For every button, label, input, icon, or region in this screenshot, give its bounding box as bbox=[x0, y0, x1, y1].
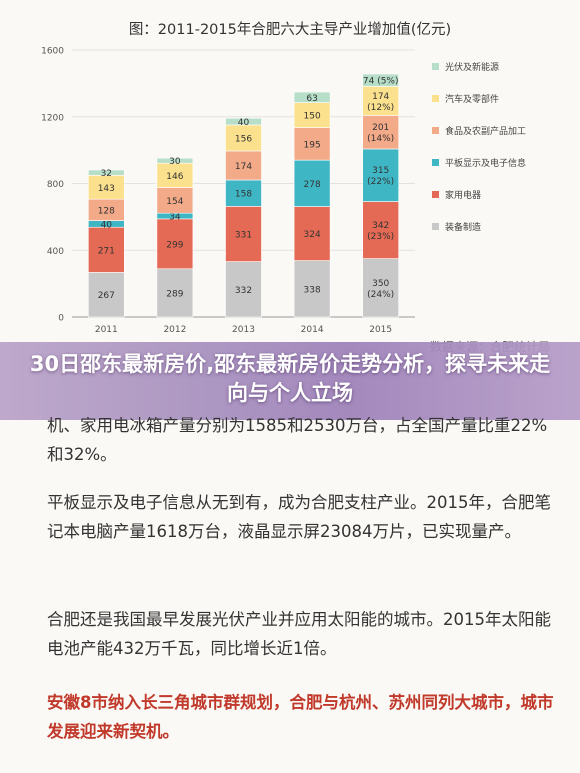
bar-segment bbox=[88, 169, 125, 176]
bar-segment bbox=[293, 260, 331, 318]
data-label: 32 bbox=[101, 169, 112, 179]
data-label: (22%) bbox=[367, 177, 394, 187]
data-label: (14%) bbox=[367, 134, 394, 144]
bar-segment bbox=[362, 73, 400, 87]
data-label: 289 bbox=[166, 289, 183, 299]
data-label: (12%) bbox=[367, 103, 394, 113]
bar-segment bbox=[156, 187, 194, 214]
stacked-bar-chart: 图：2011-2015年合肥六大主导产业增加值(亿元) 0 400 800 1200 16… bbox=[41, 21, 550, 354]
data-label: 201 bbox=[372, 123, 389, 133]
data-label: 154 bbox=[166, 197, 183, 207]
bar-segment bbox=[293, 102, 331, 128]
bar-segment bbox=[225, 124, 262, 152]
bar-segment bbox=[88, 272, 125, 318]
bar-segment bbox=[362, 148, 400, 202]
article-paragraph-1: 机、家用电冰箱产量分别为1585和2530万台，占全国产量比重22%和32%。 bbox=[47, 411, 557, 469]
data-label: 174 bbox=[372, 92, 389, 102]
bar-segment bbox=[293, 91, 331, 103]
x-tick-label: 2014 bbox=[301, 325, 324, 335]
data-label: 324 bbox=[304, 230, 321, 240]
data-label: 267 bbox=[98, 291, 115, 301]
bar-segment bbox=[225, 117, 262, 126]
legend-swatch bbox=[432, 223, 439, 230]
bar-segment bbox=[293, 159, 331, 207]
data-label: 158 bbox=[235, 190, 252, 200]
bar-segment bbox=[225, 261, 262, 318]
data-label: 40 bbox=[238, 118, 250, 128]
bar-segment bbox=[225, 206, 262, 262]
bar-segment bbox=[362, 86, 400, 116]
bar-segment bbox=[362, 258, 400, 318]
paragraph-text: 合肥还是我国最早发展光伏产业并应用太阳能的城市。2015年太阳能电池产能432万… bbox=[47, 610, 551, 658]
y-tick-label: 400 bbox=[47, 247, 64, 257]
title-banner bbox=[0, 342, 580, 420]
data-label: (23%) bbox=[367, 232, 394, 242]
legend-label: 光伏及新能源 bbox=[445, 61, 499, 73]
legend-label: 平板显示及电子信息 bbox=[445, 157, 526, 169]
x-tick-label: 2013 bbox=[232, 325, 255, 335]
banner-title[interactable]: 30日邵东最新房价,邵东最新房价走势分析，探寻未来走向与个人立场 bbox=[29, 352, 551, 405]
legend-label: 食品及农副产品加工 bbox=[445, 125, 526, 137]
data-label: 143 bbox=[98, 184, 115, 194]
bar-segment bbox=[362, 201, 400, 259]
data-label: 174 bbox=[235, 162, 252, 172]
data-label: 315 bbox=[372, 166, 389, 176]
bar-segment bbox=[225, 179, 262, 207]
data-label: 156 bbox=[235, 134, 252, 144]
data-label: 331 bbox=[235, 230, 252, 240]
data-label: 128 bbox=[98, 206, 115, 216]
legend-swatch bbox=[432, 95, 439, 102]
data-label: 350 bbox=[372, 279, 389, 289]
data-label: 278 bbox=[304, 180, 321, 190]
chart: 图：2011-2015年合肥六大主导产业增加值(亿元) 0 400 800 1200 16… bbox=[0, 0, 580, 360]
y-tick-label: 800 bbox=[47, 180, 64, 190]
data-label: 299 bbox=[166, 240, 183, 250]
bar-segment bbox=[293, 127, 331, 161]
data-label: 30 bbox=[169, 157, 181, 167]
legend-swatch bbox=[432, 191, 439, 198]
bar-segment bbox=[293, 206, 331, 261]
legend-swatch bbox=[432, 127, 439, 134]
legend-swatch bbox=[432, 63, 439, 70]
data-label: 40 bbox=[101, 220, 113, 230]
paragraph-text: 平板显示及电子信息从无到有，成为合肥支柱产业。2015年，合肥笔记本电脑产量16… bbox=[47, 493, 551, 541]
article-paragraph-3: 合肥还是我国最早发展光伏产业并应用太阳能的城市。2015年太阳能电池产能432万… bbox=[47, 605, 557, 663]
legend-label: 汽车及零部件 bbox=[445, 93, 499, 105]
x-tick-label: 2011 bbox=[95, 325, 118, 335]
data-label: 34 bbox=[169, 213, 181, 223]
y-tick-label: 1600 bbox=[41, 47, 64, 57]
bar-segment bbox=[156, 218, 194, 270]
legend-swatch bbox=[432, 159, 439, 166]
bar-segment bbox=[225, 150, 262, 181]
legend-label: 装备制造 bbox=[445, 221, 481, 233]
bar-segment bbox=[156, 162, 194, 188]
paragraph-text: 机、家用电冰箱产量分别为1585和2530万台，占全国产量比重22%和32%。 bbox=[47, 416, 548, 464]
data-label: 271 bbox=[98, 246, 115, 256]
y-tick-label: 0 bbox=[58, 314, 64, 324]
data-label: 338 bbox=[304, 285, 321, 295]
article-paragraph-2: 平板显示及电子信息从无到有，成为合肥支柱产业。2015年，合肥笔记本电脑产量16… bbox=[47, 488, 557, 546]
paragraph-text: 安徽8市纳入长三角城市群规划，合肥与杭州、苏州同列大城市，城市发展迎来新契机。 bbox=[47, 693, 554, 741]
legend-label: 家用电器 bbox=[445, 189, 481, 201]
chart-title: 图：2011-2015年合肥六大主导产业增加值(亿元) bbox=[129, 21, 451, 38]
y-tick-label: 1200 bbox=[41, 113, 64, 123]
bar-segment bbox=[362, 115, 400, 150]
data-label: 195 bbox=[304, 140, 321, 150]
data-label: (24%) bbox=[367, 290, 394, 300]
article-paragraph-4: 安徽8市纳入长三角城市群规划，合肥与杭州、苏州同列大城市，城市发展迎来新契机。 bbox=[47, 688, 557, 746]
x-tick-label: 2012 bbox=[163, 325, 186, 335]
bar-segment bbox=[156, 268, 194, 318]
data-label: 146 bbox=[166, 172, 183, 182]
data-label: 342 bbox=[372, 221, 389, 231]
data-label: 332 bbox=[235, 286, 252, 296]
data-label: 63 bbox=[306, 94, 317, 104]
bar-segment bbox=[156, 157, 194, 164]
bar-segment bbox=[88, 226, 125, 273]
data-label: 150 bbox=[304, 112, 321, 122]
data-label: 74 (5%) bbox=[363, 77, 399, 87]
x-tick-label: 2015 bbox=[369, 325, 392, 335]
